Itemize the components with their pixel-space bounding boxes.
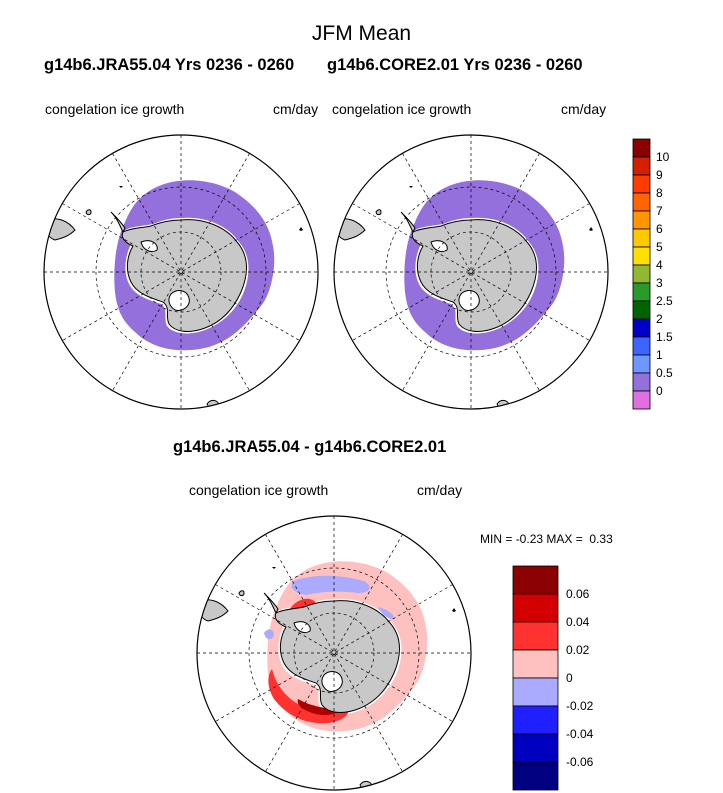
main-colorbar-tick-label-9: 2 (656, 312, 663, 326)
diff-colorbar-swatch-3 (512, 649, 559, 679)
left-field-label: congelation ice growth (45, 101, 185, 117)
main-colorbar-swatch-8 (632, 282, 651, 302)
diff-colorbar-tick-label-1: 0.04 (566, 615, 590, 629)
left-units-label: cm/day (273, 101, 319, 117)
main-colorbar-swatch-7 (632, 264, 651, 284)
difference-colorbar: 0.06 0.04 0.02 0 -0.02 -0.04 -0.06 (512, 565, 594, 791)
left-polar-map (43, 134, 319, 410)
min-label: MIN = (480, 532, 513, 546)
main-colorbar-swatch-3 (632, 192, 651, 212)
diff-colorbar-swatch-7 (512, 761, 559, 791)
right-map-border (333, 134, 609, 410)
main-colorbar-tick-label-5: 5 (656, 240, 663, 254)
diff-colorbar-swatch-0 (512, 565, 559, 595)
main-colorbar-swatch-5 (632, 228, 651, 248)
diff-colorbar-swatch-4 (512, 677, 559, 707)
main-colorbar-swatch-6 (632, 246, 651, 266)
diff-colorbar-tick-label-4: -0.02 (566, 699, 594, 713)
main-colorbar-swatch-10 (632, 318, 651, 338)
main-title: JFM Mean (311, 22, 412, 45)
main-colorbar-tick-label-7: 3 (656, 276, 663, 290)
diff-colorbar-tick-label-2: 0.02 (566, 643, 590, 657)
main-colorbar-tick-label-4: 6 (656, 222, 663, 236)
diff-colorbar-tick-label-0: 0.06 (566, 587, 590, 601)
main-colorbar-tick-label-13: 0 (656, 384, 663, 398)
max-label: MAX = (546, 532, 583, 546)
right-field-label: congelation ice growth (332, 101, 472, 117)
main-colorbar-tick-label-0: 10 (656, 150, 670, 164)
right-panel-header: g14b6.CORE2.01 Yrs 0236 - 0260 (327, 56, 583, 74)
diff-negative-region-west (264, 629, 274, 640)
diff-panel-header: g14b6.JRA55.04 - g14b6.CORE2.01 (173, 438, 447, 456)
main-colorbar-swatch-0 (632, 138, 651, 158)
right-units-label: cm/day (561, 101, 607, 117)
main-colorbar-tick-label-3: 7 (656, 204, 663, 218)
min-value: -0.23 (515, 532, 544, 546)
diff-colorbar-swatch-5 (512, 705, 559, 735)
main-colorbar-tick-label-11: 1 (656, 348, 663, 362)
main-colorbar-swatch-9 (632, 300, 651, 320)
main-colorbar-swatch-11 (632, 336, 651, 356)
difference-polar-map (196, 515, 472, 791)
diff-field-label: congelation ice growth (189, 482, 329, 498)
diff-negative-region-east (378, 607, 394, 619)
main-colorbar-swatch-14 (632, 390, 651, 410)
main-colorbar-tick-label-8: 2.5 (656, 294, 673, 308)
diff-colorbar-tick-label-3: 0 (566, 671, 573, 685)
main-colorbar-swatch-2 (632, 174, 651, 194)
diff-colorbar-tick-label-5: -0.04 (566, 727, 594, 741)
diff-negative-region-north (291, 575, 370, 595)
left-panel-header: g14b6.JRA55.04 Yrs 0236 - 0260 (44, 56, 295, 74)
diff-positive-ross (268, 669, 349, 724)
main-colorbar-swatch-1 (632, 156, 651, 176)
main-colorbar-tick-label-12: 0.5 (656, 366, 673, 380)
main-colorbar-swatch-13 (632, 372, 651, 392)
right-polar-map (333, 134, 609, 410)
main-colorbar-tick-label-10: 1.5 (656, 330, 673, 344)
left-map-border (43, 134, 319, 410)
main-colorbar-swatch-4 (632, 210, 651, 230)
max-value: 0.33 (589, 532, 613, 546)
main-colorbar-tick-label-2: 8 (656, 186, 663, 200)
main-colorbar-tick-label-1: 9 (656, 168, 663, 182)
diff-units-label: cm/day (417, 482, 463, 498)
diff-map-border (196, 515, 472, 791)
diff-colorbar-swatch-6 (512, 733, 559, 763)
diff-colorbar-swatch-2 (512, 621, 559, 651)
main-colorbar-swatch-12 (632, 354, 651, 374)
main-colorbar-tick-label-6: 4 (656, 258, 663, 272)
min-max-readout: MIN = -0.23 MAX = 0.33 (480, 532, 613, 546)
diff-colorbar-tick-label-6: -0.06 (566, 755, 594, 769)
diff-colorbar-swatch-1 (512, 593, 559, 623)
main-colorbar: 10 9 8 7 6 5 4 3 2.5 2 1.5 1 0.5 0 (632, 138, 673, 410)
